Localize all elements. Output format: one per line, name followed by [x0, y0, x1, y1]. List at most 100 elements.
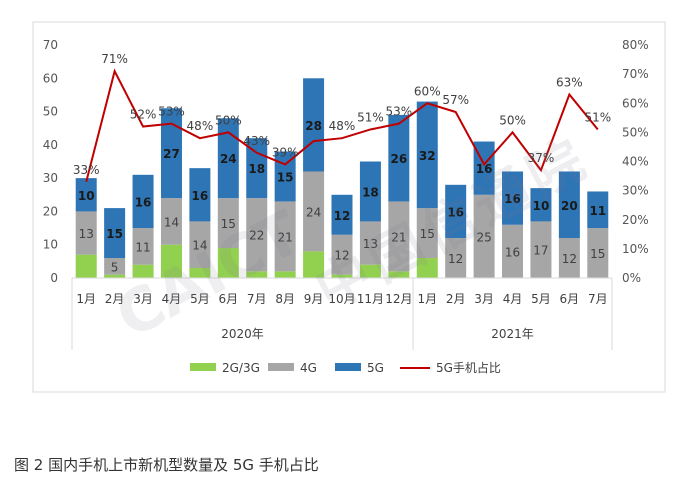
data-label-5g: 11 — [589, 204, 606, 218]
bar-5g — [303, 78, 325, 172]
bar-4g — [246, 198, 268, 272]
chart: 0 10 20 30 40 50 60 70 0% 10% 20% 30% 40% 50% 60% 70% 80… — [32, 21, 666, 393]
data-label-5g: 24 — [220, 152, 237, 166]
y-left-tick-label: 10 — [43, 238, 58, 252]
x-tick-label: 8月 — [275, 292, 295, 306]
data-label-5g: 28 — [305, 119, 322, 133]
data-label-4g: 25 — [476, 230, 491, 244]
share-label: 51% — [584, 110, 611, 124]
bar-2g3g — [75, 254, 97, 278]
data-label-5g: 26 — [390, 152, 407, 166]
bar-4g — [473, 194, 495, 278]
x-tick-label: 5月 — [531, 292, 551, 306]
x-tick-label: 7月 — [247, 292, 267, 306]
share-label: 63% — [556, 76, 583, 90]
bar-4g — [217, 198, 239, 249]
bar-4g — [587, 228, 609, 278]
data-label-5g: 18 — [362, 185, 379, 199]
legend-label: 5G手机占比 — [436, 360, 501, 375]
bar-4g — [530, 221, 552, 278]
bar-4g — [416, 208, 438, 259]
y-right-tick-label: 30% — [622, 184, 649, 198]
share-label: 50% — [215, 113, 242, 127]
bar-5g — [359, 161, 381, 222]
x-tick-label: 6月 — [218, 292, 238, 306]
bar-2g3g — [160, 244, 182, 278]
bar-5g — [445, 184, 467, 239]
bar-5g — [502, 171, 524, 225]
bar-5g — [246, 138, 268, 199]
data-label-4g: 21 — [278, 230, 293, 244]
data-label-4g: 12 — [448, 252, 463, 266]
data-label-5g: 15 — [277, 170, 294, 184]
year-group-label: 2021年 — [491, 327, 534, 341]
bar-2g3g — [274, 271, 296, 278]
x-tick-label: 4月 — [503, 292, 523, 306]
year-group-label: 2020年 — [221, 327, 264, 341]
bar-4g — [445, 238, 467, 278]
share-label: 33% — [73, 163, 100, 177]
legend-swatch — [335, 363, 361, 371]
bar-2g3g — [359, 264, 381, 278]
x-tick-label: 11月 — [357, 292, 384, 306]
data-label-5g: 10 — [533, 199, 550, 213]
y-left-tick-label: 60 — [43, 71, 58, 85]
bar-5g — [75, 178, 97, 212]
share-label: 37% — [528, 151, 555, 165]
bar-4g — [160, 198, 182, 245]
share-label: 52% — [130, 108, 157, 122]
data-label-5g: 16 — [447, 205, 464, 219]
share-label: 60% — [414, 84, 441, 98]
bar-2g3g — [189, 268, 211, 278]
share-label: 71% — [101, 52, 128, 66]
data-label-5g: 32 — [419, 149, 436, 163]
bar-2g3g — [132, 264, 154, 278]
figure-caption: 图 2 国内手机上市新机型数量及 5G 手机占比 — [14, 456, 319, 474]
y-right-tick-label: 10% — [622, 242, 649, 256]
share-label: 48% — [187, 119, 214, 133]
data-label-4g: 15 — [221, 217, 236, 231]
bar-4g — [331, 234, 353, 275]
data-label-4g: 14 — [192, 239, 207, 253]
share-label: 53% — [386, 105, 413, 119]
x-tick-label: 2月 — [446, 292, 466, 306]
data-label-4g: 5 — [111, 260, 119, 274]
bar-5g — [587, 191, 609, 229]
y-right-tick-label: 60% — [622, 96, 649, 110]
data-label-5g: 16 — [476, 162, 493, 176]
data-label-4g: 11 — [135, 240, 150, 254]
bar-4g — [189, 221, 211, 269]
share-label: 50% — [499, 113, 526, 127]
y-left-tick-label: 40 — [43, 138, 58, 152]
bar-5g — [388, 114, 410, 202]
y-right-tick-label: 0% — [622, 271, 641, 285]
data-label-4g: 15 — [590, 247, 605, 261]
x-tick-label: 12月 — [385, 292, 412, 306]
chart-frame — [32, 21, 666, 393]
bar-4g — [75, 211, 97, 255]
data-label-4g: 24 — [306, 205, 321, 219]
x-tick-label: 10月 — [328, 292, 355, 306]
bar-2g3g — [104, 274, 126, 278]
legend-label: 2G/3G — [222, 361, 260, 375]
bar-4g — [132, 228, 154, 265]
data-label-4g: 13 — [79, 227, 94, 241]
data-label-4g: 12 — [562, 252, 577, 266]
x-tick-label: 3月 — [133, 292, 153, 306]
data-label-5g: 12 — [334, 209, 351, 223]
y-left-tick-label: 30 — [43, 171, 58, 185]
bar-5g — [217, 118, 239, 199]
y-right-tick-label: 80% — [622, 38, 649, 52]
bar-5g — [160, 108, 182, 199]
data-label-4g: 14 — [164, 215, 179, 229]
x-tick-label: 1月 — [76, 292, 96, 306]
share-label: 43% — [243, 134, 270, 148]
y-left-tick-label: 70 — [43, 38, 58, 52]
bar-4g — [388, 201, 410, 272]
y-right-tick-label: 70% — [622, 67, 649, 81]
data-label-4g: 16 — [505, 245, 520, 259]
bar-2g3g — [246, 271, 268, 278]
bar-4g — [274, 201, 296, 272]
bar-5g — [331, 194, 353, 235]
y-left-tick-label: 20 — [43, 204, 58, 218]
